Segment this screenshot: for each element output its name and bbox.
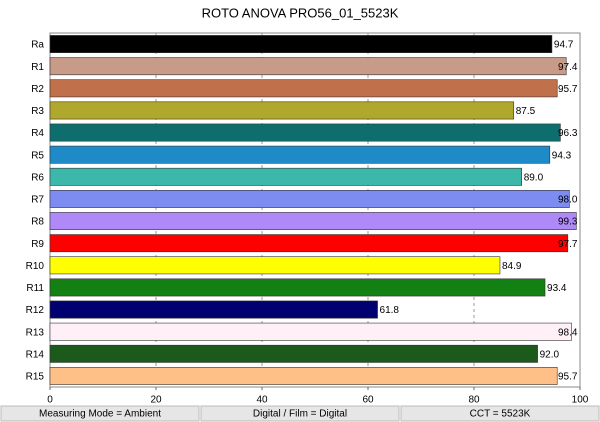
y-tick-label: R8 [31,217,44,228]
y-tick-label: R11 [26,283,44,294]
bar [49,57,567,76]
value-label: 98.0 [558,195,578,206]
footer-text: CCT = 5523K [470,409,531,420]
value-label: 97.7 [558,239,578,250]
y-tick-label: R14 [26,349,45,360]
y-tick-label: R15 [26,372,45,383]
x-tick-label: 40 [256,395,268,406]
value-label: 93.4 [547,283,567,294]
y-tick-label: R2 [31,84,44,95]
value-label: 94.3 [552,150,572,161]
y-tick-label: R5 [31,150,44,161]
value-label: 87.5 [516,106,536,117]
y-tick-label: R12 [26,305,45,316]
bar [49,123,561,142]
footer-cell [200,405,400,422]
bar [49,79,558,98]
value-label: 99.3 [558,217,578,228]
bar [49,35,553,53]
bar [49,212,577,230]
x-tick-label: 80 [468,395,480,406]
y-tick-label: R9 [31,239,44,250]
value-label: 84.9 [502,261,522,272]
y-tick-label: R1 [31,62,44,73]
x-tick-label: 100 [572,395,589,406]
footer-cell [0,405,200,422]
value-label: 97.4 [558,62,578,73]
bar [49,300,378,319]
y-tick-label: R6 [31,172,44,183]
footer-cell [400,405,600,422]
x-tick-label: 60 [362,395,374,406]
footer-text: Measuring Mode = Ambient [39,409,161,420]
bar [49,278,546,297]
value-label: 96.3 [558,128,578,139]
x-tick-label: 0 [47,395,53,406]
y-tick-label: R7 [31,195,44,206]
y-tick-label: R13 [26,327,45,338]
x-tick-label: 20 [150,395,162,406]
value-label: 89.0 [524,172,544,183]
bar [49,367,558,385]
value-label: 98.4 [558,327,578,338]
y-tick-label: R10 [26,261,45,272]
bar [49,256,501,275]
bar [49,145,551,164]
value-label: 95.7 [558,84,578,95]
bar [49,167,523,186]
bar [49,234,569,253]
y-tick-label: Ra [31,40,44,51]
value-label: 92.0 [540,349,560,360]
bar [49,322,572,341]
footer-text: Digital / Film = Digital [253,409,347,420]
y-tick-label: R4 [31,128,44,139]
value-label: 95.7 [558,372,578,383]
chart-title: ROTO ANOVA PRO56_01_5523K [202,5,399,20]
bar [49,344,538,363]
bar [49,190,570,208]
value-label: 61.8 [380,305,400,316]
bar [49,101,515,120]
value-label: 94.7 [554,40,574,51]
y-tick-label: R3 [31,106,44,117]
